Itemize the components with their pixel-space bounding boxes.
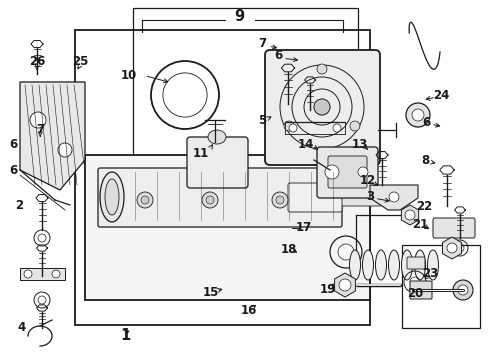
Circle shape	[406, 103, 430, 127]
Text: 18: 18	[281, 243, 297, 256]
Text: 1: 1	[120, 328, 130, 343]
Text: 6: 6	[10, 165, 18, 177]
Ellipse shape	[348, 168, 368, 188]
Text: 6: 6	[274, 49, 282, 62]
Circle shape	[339, 279, 351, 291]
Circle shape	[325, 165, 339, 179]
FancyBboxPatch shape	[265, 50, 380, 165]
Text: 2: 2	[16, 199, 24, 212]
Circle shape	[58, 143, 72, 157]
Text: 7: 7	[36, 123, 44, 136]
Text: 13: 13	[352, 138, 368, 151]
Text: 19: 19	[320, 283, 337, 296]
FancyBboxPatch shape	[98, 168, 342, 227]
Circle shape	[289, 124, 297, 132]
Text: 6: 6	[10, 138, 18, 150]
Bar	[402, 245, 480, 328]
Text: 10: 10	[120, 69, 137, 82]
Bar	[75, 30, 370, 325]
Ellipse shape	[389, 250, 399, 280]
Circle shape	[137, 192, 153, 208]
Text: 23: 23	[422, 267, 439, 280]
Text: 21: 21	[412, 219, 429, 231]
Text: 20: 20	[407, 287, 424, 300]
Text: 14: 14	[298, 138, 315, 150]
Circle shape	[405, 210, 415, 220]
Text: 7: 7	[258, 37, 266, 50]
Text: 3: 3	[366, 190, 374, 203]
Circle shape	[284, 121, 294, 131]
Ellipse shape	[427, 250, 439, 280]
FancyBboxPatch shape	[407, 257, 425, 269]
Ellipse shape	[415, 250, 425, 280]
Text: 8: 8	[421, 154, 429, 167]
Circle shape	[350, 170, 366, 186]
Text: 9: 9	[234, 9, 244, 24]
FancyBboxPatch shape	[187, 137, 248, 188]
Text: 12: 12	[359, 174, 376, 186]
Circle shape	[447, 243, 457, 253]
Ellipse shape	[208, 130, 226, 144]
Ellipse shape	[100, 172, 124, 222]
FancyBboxPatch shape	[288, 183, 342, 212]
FancyBboxPatch shape	[433, 218, 475, 238]
Text: 11: 11	[193, 147, 209, 159]
Ellipse shape	[349, 250, 361, 280]
Circle shape	[52, 270, 60, 278]
Circle shape	[314, 99, 330, 115]
Circle shape	[317, 64, 327, 74]
Text: 5: 5	[258, 114, 266, 127]
Text: 25: 25	[72, 55, 88, 68]
Text: 16: 16	[240, 304, 257, 317]
Polygon shape	[20, 82, 85, 190]
Ellipse shape	[363, 250, 373, 280]
Bar	[133, 8, 358, 176]
Circle shape	[453, 280, 473, 300]
Circle shape	[333, 124, 341, 132]
Text: 15: 15	[202, 286, 219, 299]
Polygon shape	[370, 185, 418, 210]
Text: 17: 17	[295, 221, 312, 234]
Ellipse shape	[375, 250, 387, 280]
Polygon shape	[85, 155, 370, 300]
Ellipse shape	[401, 250, 413, 280]
Circle shape	[350, 121, 360, 131]
Polygon shape	[20, 268, 65, 280]
Circle shape	[30, 112, 46, 128]
Text: 24: 24	[433, 89, 449, 102]
Circle shape	[272, 192, 288, 208]
FancyBboxPatch shape	[339, 186, 381, 206]
Circle shape	[458, 285, 468, 295]
Circle shape	[276, 196, 284, 204]
Circle shape	[389, 192, 399, 202]
FancyBboxPatch shape	[328, 156, 367, 188]
Circle shape	[141, 196, 149, 204]
Circle shape	[24, 270, 32, 278]
Circle shape	[358, 167, 368, 177]
Text: 22: 22	[416, 201, 433, 213]
Text: 6: 6	[422, 116, 430, 129]
Text: 4: 4	[17, 321, 25, 334]
Circle shape	[202, 192, 218, 208]
FancyBboxPatch shape	[410, 281, 432, 299]
Text: 26: 26	[29, 55, 46, 68]
Circle shape	[412, 109, 424, 121]
FancyBboxPatch shape	[317, 147, 378, 198]
Circle shape	[206, 196, 214, 204]
Ellipse shape	[105, 179, 119, 215]
